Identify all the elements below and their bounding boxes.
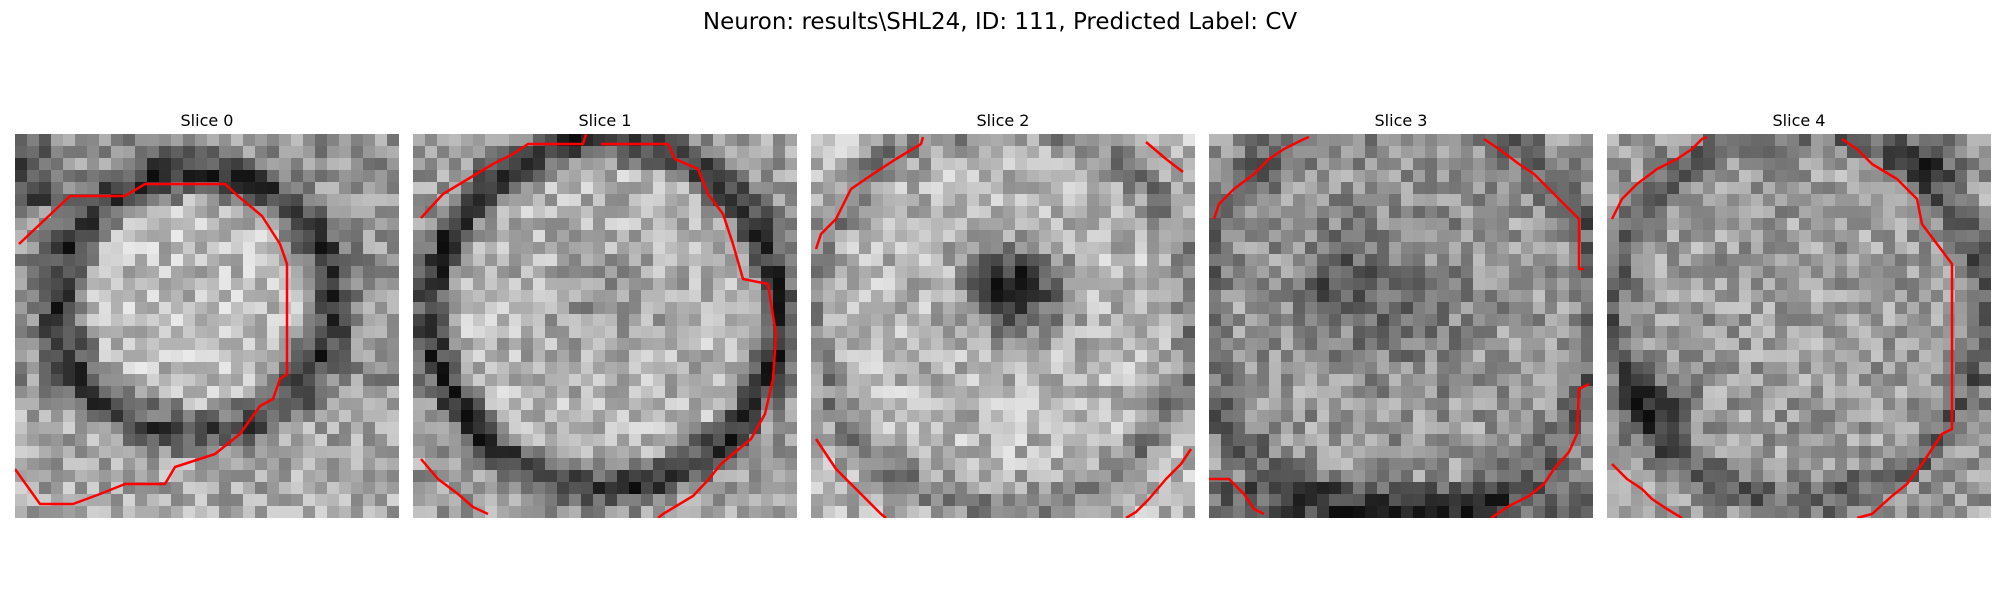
slice-image-0 <box>15 134 399 518</box>
contour-line <box>1490 382 1590 518</box>
contour-line <box>420 458 489 516</box>
slice-image-3 <box>1209 134 1593 518</box>
contour-line <box>1125 448 1193 518</box>
pixel-grid <box>1607 134 1991 518</box>
pixel-grid <box>1209 134 1593 518</box>
contour-line <box>1610 135 1708 220</box>
contour-line <box>1212 135 1310 220</box>
slice-image-1 <box>413 134 797 518</box>
contour-line <box>1483 137 1584 271</box>
contour-line <box>814 438 887 518</box>
slice-title-1: Slice 1 <box>578 111 632 130</box>
contour-line <box>1841 137 1954 518</box>
slice-title-3: Slice 3 <box>1374 111 1428 130</box>
slice-panel-1: Slice 1 <box>413 111 797 518</box>
pixel-grid <box>15 134 399 518</box>
contour-line <box>420 134 588 219</box>
slice-panel-3: Slice 3 <box>1209 111 1593 518</box>
slice-title-0: Slice 0 <box>180 111 234 130</box>
contour-line <box>1209 477 1265 516</box>
slice-title-4: Slice 4 <box>1772 111 1826 130</box>
contour-line <box>15 182 289 506</box>
contour-line <box>601 142 778 518</box>
contour-line <box>1145 141 1184 173</box>
pixel-grid <box>413 134 797 518</box>
slice-image-4 <box>1607 134 1991 518</box>
contour-line <box>1611 463 1683 518</box>
slice-panel-2: Slice 2 <box>811 111 1195 518</box>
slice-image-2 <box>811 134 1195 518</box>
slice-title-2: Slice 2 <box>976 111 1030 130</box>
slice-panel-0: Slice 0 <box>15 111 399 518</box>
pixel-grid <box>811 134 1195 518</box>
slice-panel-4: Slice 4 <box>1607 111 1991 518</box>
contour-line <box>814 136 925 250</box>
figure-title: Neuron: results\SHL24, ID: 111, Predicte… <box>702 9 1298 35</box>
